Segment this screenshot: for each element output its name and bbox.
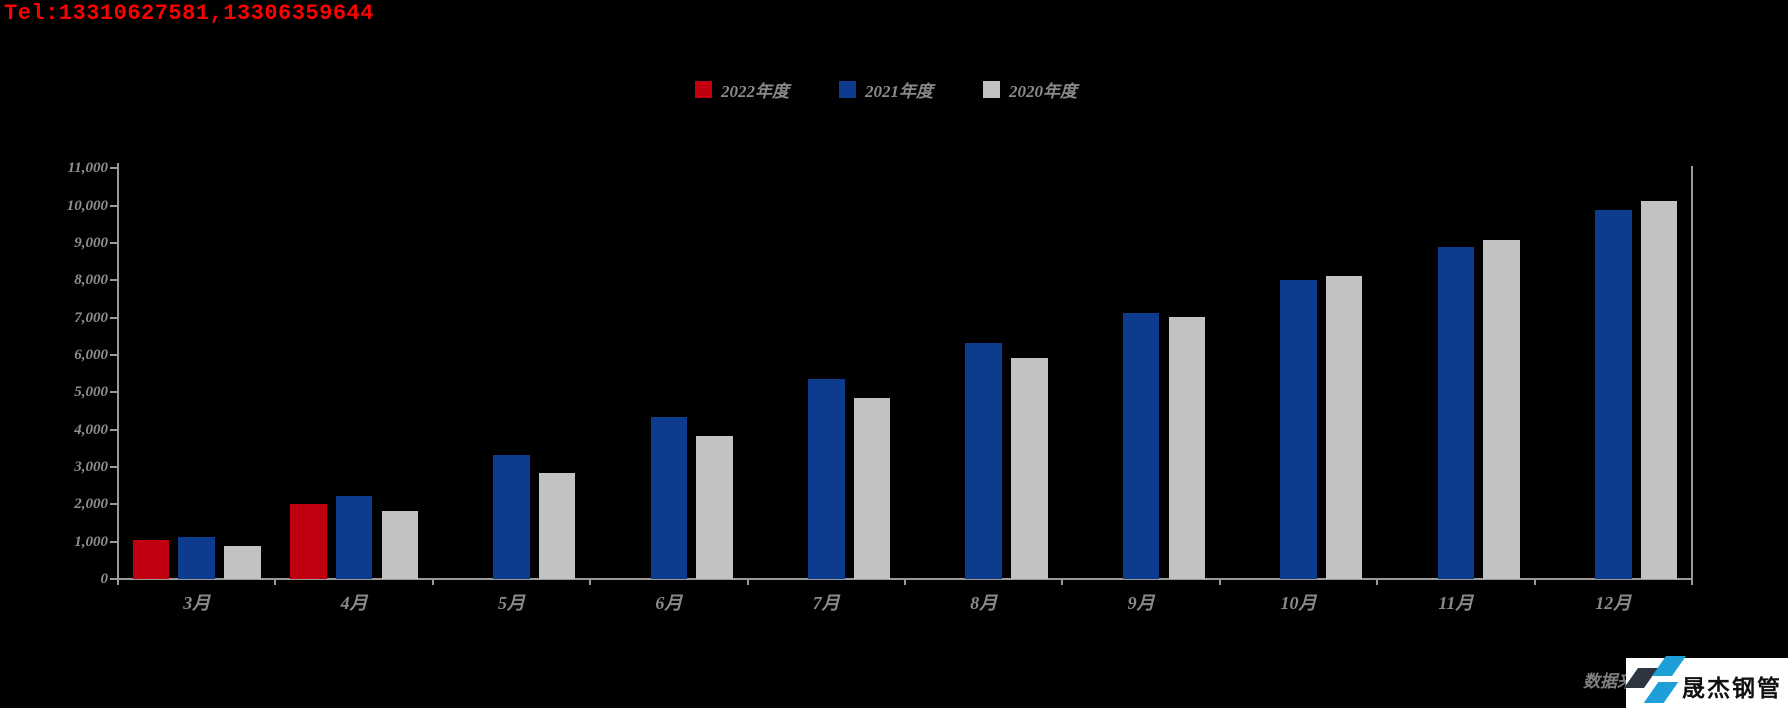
x-axis-tick xyxy=(1376,579,1379,585)
y-axis-label: 1,000 xyxy=(74,533,108,550)
x-axis-label: 8月 xyxy=(970,593,998,613)
x-axis-tick xyxy=(431,579,434,585)
y-axis-tick xyxy=(110,391,117,394)
x-axis-label: 9月 xyxy=(1127,593,1155,613)
bar-s2-m2 xyxy=(538,473,576,579)
y-axis-tick xyxy=(110,204,117,207)
y-axis-line xyxy=(117,163,119,580)
bar-s1-m0 xyxy=(178,536,215,579)
logo-parallelogram-dark-icon xyxy=(1623,668,1659,688)
y-axis-label: 9,000 xyxy=(74,234,108,251)
bar-s2-m4 xyxy=(853,397,891,579)
x-axis-tick xyxy=(589,579,592,585)
x-axis-label: 12月 xyxy=(1595,593,1632,613)
x-axis-tick xyxy=(1691,579,1693,585)
y-axis-tick xyxy=(110,316,117,319)
x-axis-label: 10月 xyxy=(1280,593,1317,613)
y-axis-label: 6,000 xyxy=(74,346,108,363)
y-axis-label: 2,000 xyxy=(74,496,108,513)
y-axis-tick xyxy=(110,428,117,431)
y-axis-label: 4,000 xyxy=(74,421,108,438)
y-axis-tick xyxy=(110,578,117,580)
x-axis-label: 11月 xyxy=(1438,593,1474,613)
bar-s2-m8 xyxy=(1483,240,1520,579)
bar-s0-m0 xyxy=(132,540,170,579)
legend-swatch-2020 xyxy=(983,81,1000,98)
x-axis-tick xyxy=(1533,579,1536,585)
y-axis-tick xyxy=(110,540,117,543)
bar-s2-m3 xyxy=(696,436,733,579)
y-axis-tick xyxy=(110,465,117,468)
logo-parallelogram-blue-top-icon xyxy=(1651,656,1687,676)
logo-text: 晟杰钢管 xyxy=(1682,675,1782,701)
y-axis-label: 7,000 xyxy=(74,309,108,326)
x-axis-label: 3月 xyxy=(183,593,211,613)
company-logo: 晟杰钢管 xyxy=(1623,656,1788,708)
bar-s1-m2 xyxy=(493,455,530,579)
legend-item-2021: 2021年度 xyxy=(839,77,933,102)
bar-s1-m7 xyxy=(1280,279,1317,579)
y-axis-label: 5,000 xyxy=(74,384,108,401)
x-axis-tick xyxy=(117,579,119,585)
x-axis-tick xyxy=(904,579,906,585)
bar-s2-m1 xyxy=(381,511,419,579)
bar-s2-m5 xyxy=(1011,357,1048,579)
bar-s1-m9 xyxy=(1595,209,1632,579)
y-axis-tick xyxy=(110,503,117,506)
y-axis-tick xyxy=(110,167,117,170)
right-border-line xyxy=(1691,166,1693,579)
legend-label-2021: 2021年度 xyxy=(865,82,933,101)
y-axis-label: 11,000 xyxy=(67,160,108,177)
x-axis-label: 7月 xyxy=(812,593,840,613)
bar-s2-m0 xyxy=(224,545,261,579)
bar-s2-m6 xyxy=(1168,317,1206,579)
legend-item-2020: 2020年度 xyxy=(983,77,1077,102)
x-axis-tick xyxy=(1061,579,1064,585)
legend: 2022年度 2021年度 2020年度 xyxy=(695,77,1077,102)
y-axis-label: 3,000 xyxy=(74,458,108,475)
bar-s1-m4 xyxy=(808,378,845,579)
bar-s2-m9 xyxy=(1640,201,1678,579)
bar-s1-m6 xyxy=(1122,313,1160,579)
bar-s2-m7 xyxy=(1325,276,1363,579)
legend-swatch-2021 xyxy=(839,81,856,98)
x-axis-label: 6月 xyxy=(655,593,683,613)
tel-banner: Tel:13310627581,13306359644 xyxy=(4,1,374,26)
bar-s1-m5 xyxy=(965,342,1002,579)
x-axis-tick xyxy=(746,579,749,585)
legend-label-2020: 2020年度 xyxy=(1009,82,1077,101)
legend-item-2022: 2022年度 xyxy=(695,77,789,102)
x-axis-tick xyxy=(274,579,277,585)
bar-s0-m1 xyxy=(290,503,327,579)
x-axis-tick xyxy=(1218,579,1221,585)
x-axis-label: 5月 xyxy=(498,593,525,613)
bar-s1-m8 xyxy=(1437,247,1475,579)
y-axis-label: 10,000 xyxy=(66,197,108,214)
legend-swatch-2022 xyxy=(695,81,712,98)
x-axis-label: 4月 xyxy=(340,593,368,613)
legend-label-2022: 2022年度 xyxy=(721,82,789,101)
y-axis-tick xyxy=(110,279,117,282)
y-axis-label: 0 xyxy=(100,571,109,587)
y-axis-label: 8,000 xyxy=(74,272,108,289)
bar-s1-m1 xyxy=(335,495,373,579)
y-axis-tick xyxy=(110,353,117,356)
bar-s1-m3 xyxy=(650,416,688,579)
logo-parallelogram-blue-bottom-icon xyxy=(1643,682,1679,703)
y-axis-tick xyxy=(110,241,117,244)
